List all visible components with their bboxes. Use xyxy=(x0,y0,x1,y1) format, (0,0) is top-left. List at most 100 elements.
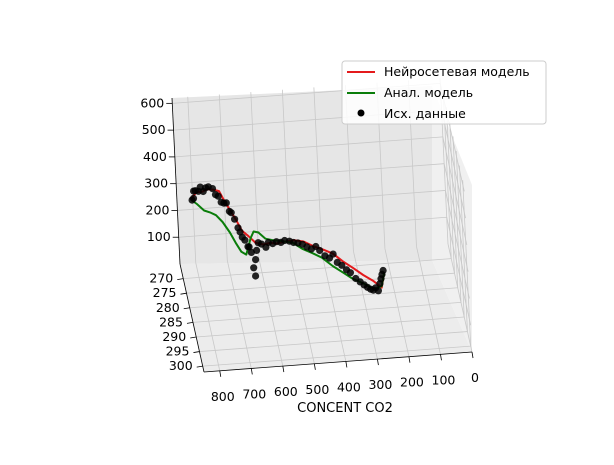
data-point xyxy=(253,246,261,254)
grid-line-x-floor xyxy=(321,253,347,362)
grid-line-z-back xyxy=(178,216,447,238)
grid-line-z-side xyxy=(443,163,469,272)
data-point xyxy=(252,256,260,264)
grid-line-z-side xyxy=(442,136,468,245)
data-point xyxy=(316,246,324,255)
legend-label-neural: Нейросетевая модель xyxy=(384,64,530,79)
legend-swatch-data xyxy=(357,109,365,117)
x-tick-label: 600 xyxy=(274,384,298,399)
grid-line-x-floor xyxy=(195,262,221,371)
y-tick xyxy=(196,365,203,368)
y-tick xyxy=(177,278,184,280)
x-tick xyxy=(313,363,316,370)
grid-line-x-back xyxy=(218,94,228,261)
y-tick xyxy=(180,292,187,295)
y-tick xyxy=(183,307,190,310)
x-tick-label: 300 xyxy=(368,377,392,392)
x-tick xyxy=(345,361,348,368)
grid-line-z-side xyxy=(441,110,466,219)
x-tick xyxy=(250,368,253,375)
x-tick xyxy=(219,370,222,377)
y-tick-label: 295 xyxy=(166,344,190,359)
data-point xyxy=(245,243,253,251)
grid-line-y-floor xyxy=(202,345,471,367)
data-point xyxy=(231,215,239,223)
data-point xyxy=(250,264,258,272)
grid-line-z-side xyxy=(446,217,472,326)
data-point xyxy=(346,269,354,277)
legend: Нейросетевая модель Анал. модель Исх. да… xyxy=(341,60,547,125)
data-point xyxy=(374,287,382,295)
grid-line-x-floor xyxy=(289,255,315,364)
grid-line-y-floor xyxy=(196,316,465,338)
plot-series xyxy=(188,183,387,295)
data-point xyxy=(214,192,222,200)
grid-line-y-floor xyxy=(199,331,468,352)
grid-line-x-floor xyxy=(258,258,284,367)
z-tick-label: 100 xyxy=(147,229,171,244)
y-tick xyxy=(190,336,197,339)
data-point xyxy=(329,250,337,258)
data-point xyxy=(252,272,260,280)
grid-line-x-back xyxy=(281,89,291,256)
axes-ticks: 800 700 600 500 400 300 200 100 0 270275280285290… xyxy=(140,95,479,403)
data-point xyxy=(189,194,198,202)
y-tick-label: 290 xyxy=(162,329,186,344)
data-point xyxy=(338,261,346,269)
data-point xyxy=(227,209,235,217)
y-tick-label: 275 xyxy=(153,285,177,300)
grid-line-x-back xyxy=(250,92,260,259)
grid-line-x-floor xyxy=(416,246,441,355)
x-tick xyxy=(440,354,442,361)
legend-box xyxy=(341,60,547,125)
z-axis-line xyxy=(171,97,181,265)
axes-panes xyxy=(172,86,472,372)
grid-line-x-back xyxy=(313,87,323,254)
grid-line-y-floor xyxy=(186,272,455,294)
legend-label-data: Исх. данные xyxy=(384,106,466,121)
grid-line-z-side xyxy=(445,190,470,299)
grid-line-z-back xyxy=(176,163,445,185)
x-tick-label: 200 xyxy=(400,375,424,390)
legend-label-analytical: Анал. модель xyxy=(384,85,473,100)
grid-line-x-floor xyxy=(226,260,252,369)
z-tick-label: 300 xyxy=(144,176,168,191)
y-tick-label: 285 xyxy=(159,314,183,329)
data-point xyxy=(241,236,249,244)
x-tick-label: 500 xyxy=(305,382,329,397)
grid-line-z-back xyxy=(177,190,446,211)
axes-grid xyxy=(172,77,473,371)
series-line xyxy=(190,199,386,290)
grid-line-x-floor xyxy=(447,243,473,353)
data-point xyxy=(208,185,217,193)
x-tick-label: 700 xyxy=(242,386,266,401)
x-tick-label: 400 xyxy=(337,379,361,394)
axes-lines xyxy=(171,97,473,373)
z-tick-label: 600 xyxy=(140,95,164,110)
x-axis-label: CONCENT CO2 xyxy=(297,401,393,416)
grid-line-y-floor xyxy=(192,301,462,323)
grid-line-x-floor xyxy=(353,250,378,360)
y-tick xyxy=(186,321,194,324)
z-tick-label: 200 xyxy=(146,202,170,217)
y-axis-line xyxy=(179,263,205,373)
y-tick-label: 300 xyxy=(169,358,193,373)
grid-line-x-back xyxy=(187,96,197,263)
z-tick-label: 400 xyxy=(143,149,167,164)
x-axis-line xyxy=(203,351,473,373)
grid-line-x-floor xyxy=(384,248,410,357)
x-tick-label: 0 xyxy=(471,370,479,385)
grid-line-y-floor xyxy=(189,287,458,309)
x-tick xyxy=(408,356,411,363)
x-tick xyxy=(377,358,379,366)
x-tick xyxy=(471,351,474,359)
z-tick-label: 500 xyxy=(142,122,166,137)
data-point xyxy=(222,199,230,207)
grid-line-z-back xyxy=(174,136,443,158)
x-tick-label: 800 xyxy=(211,389,235,404)
y-tick xyxy=(193,351,200,353)
x-tick xyxy=(282,366,285,373)
grid-line-y-floor xyxy=(183,258,452,279)
